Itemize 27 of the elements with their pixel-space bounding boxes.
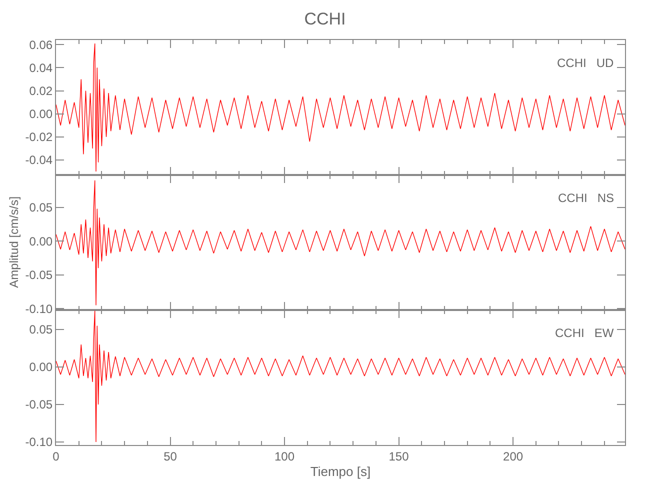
y-tick-label: -0.10: [25, 435, 53, 450]
x-tick-label: 100: [274, 449, 295, 464]
chart-title: CCHI: [304, 9, 346, 28]
y-tick-label: -0.02: [25, 130, 53, 144]
x-tick-label: 200: [503, 449, 524, 464]
annotation: CCHI UD: [557, 56, 614, 70]
y-tick-label: -0.04: [25, 153, 53, 168]
x-tick-label: 0: [52, 449, 60, 464]
x-axis-title: Tiempo [s]: [310, 464, 371, 479]
x-tick-label: 150: [388, 449, 410, 464]
annotation: CCHI EW: [555, 326, 614, 340]
y-axis-title: Amplitud [cm/s/s]: [6, 196, 21, 288]
y-tick-label: 0.05: [29, 322, 53, 337]
annotation: CCHI NS: [558, 191, 614, 205]
y-tick-label: 0.02: [29, 84, 53, 98]
x-tick-label: 50: [164, 449, 178, 464]
y-tick-label: 0.00: [29, 107, 53, 122]
y-tick-label: 0.04: [29, 60, 53, 75]
line-series: [56, 43, 625, 172]
y-tick-label: 0.05: [29, 200, 53, 215]
y-tick-label: -0.05: [25, 268, 53, 282]
y-tick-label: 0.00: [29, 234, 53, 248]
y-tick-label: 0.00: [29, 360, 53, 374]
y-tick-label: 0.06: [29, 38, 53, 52]
y-tick-label: -0.10: [25, 302, 53, 316]
line-series: [56, 180, 625, 306]
y-tick-label: -0.05: [25, 398, 53, 412]
